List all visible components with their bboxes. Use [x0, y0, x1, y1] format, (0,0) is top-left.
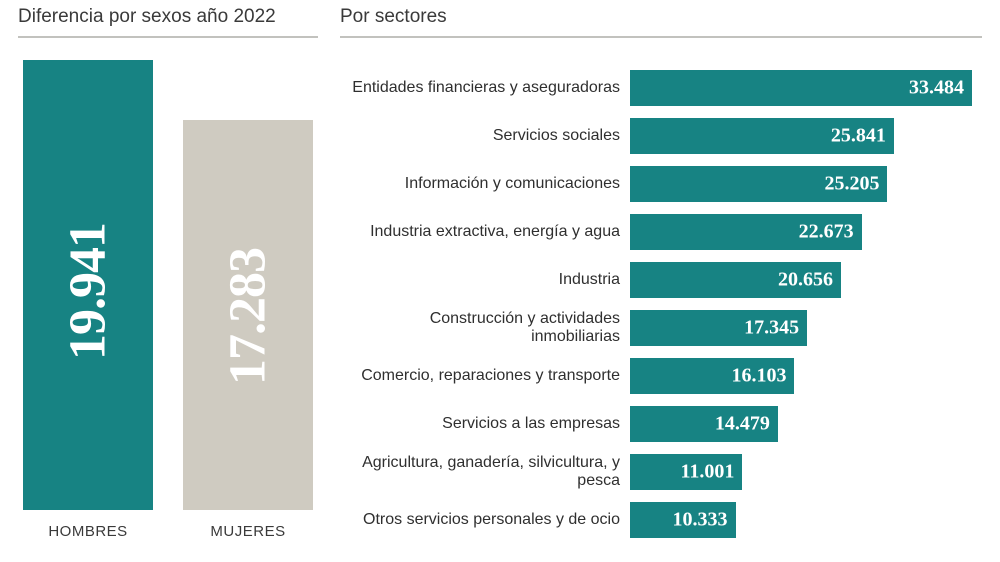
left-panel-title: Diferencia por sexos año 2022 [18, 0, 318, 38]
vertical-bar-label: MUJERES [183, 523, 313, 540]
horizontal-bar-value: 17.345 [744, 317, 799, 340]
horizontal-bar-row: Industria 20.656 [340, 256, 982, 304]
horizontal-bar-track: 14.479 [630, 406, 982, 442]
horizontal-bar-row: Industria extractiva, energía y agua 22.6… [340, 208, 982, 256]
horizontal-bar-track: 33.484 [630, 70, 982, 106]
horizontal-bar-row: Información y comunicaciones 25.205 [340, 160, 982, 208]
vertical-bar: 19.941 [23, 60, 153, 510]
horizontal-bar-label: Industria [340, 271, 630, 289]
horizontal-bar-track: 16.103 [630, 358, 982, 394]
horizontal-bar-value: 25.841 [831, 125, 886, 148]
horizontal-bar-fill: 25.205 [630, 166, 887, 202]
horizontal-bar-label: Construcción y actividades inmobiliarias [340, 310, 630, 347]
vertical-bar-value: 19.941 [59, 223, 118, 360]
horizontal-bar-value: 16.103 [731, 365, 786, 388]
vertical-bar-label: HOMBRES [23, 523, 153, 540]
horizontal-bar-fill: 11.001 [630, 454, 742, 490]
horizontal-bar-label: Entidades financieras y aseguradoras [340, 79, 630, 97]
horizontal-bar-label: Industria extractiva, energía y agua [340, 223, 630, 241]
horizontal-bar-track: 20.656 [630, 262, 982, 298]
horizontal-bar-label: Servicios a las empresas [340, 415, 630, 433]
horizontal-bar-track: 25.205 [630, 166, 982, 202]
horizontal-bar-row: Otros servicios personales y de ocio 10.3… [340, 496, 982, 544]
sectors-panel: Por sectores Entidades financieras y ase… [340, 0, 982, 544]
horizontal-bar-fill: 22.673 [630, 214, 862, 250]
vertical-bar-chart: 19.941 HOMBRES 17.283 MUJERES [18, 60, 318, 540]
horizontal-bar-label: Otros servicios personales y de ocio [340, 511, 630, 529]
horizontal-bar-fill: 14.479 [630, 406, 778, 442]
horizontal-bar-label: Servicios sociales [340, 127, 630, 145]
horizontal-bar-row: Servicios a las empresas 14.479 [340, 400, 982, 448]
horizontal-bar-row: Entidades financieras y aseguradoras 33.4… [340, 64, 982, 112]
horizontal-bar-label: Comercio, reparaciones y transporte [340, 367, 630, 385]
horizontal-bar-row: Agricultura, ganadería, silvicultura, y … [340, 448, 982, 496]
right-panel-title: Por sectores [340, 0, 982, 38]
horizontal-bar-row: Comercio, reparaciones y transporte 16.10… [340, 352, 982, 400]
horizontal-bar-track: 10.333 [630, 502, 982, 538]
horizontal-bar-track: 25.841 [630, 118, 982, 154]
horizontal-bar-fill: 20.656 [630, 262, 841, 298]
horizontal-bar-track: 17.345 [630, 310, 982, 346]
horizontal-bar-value: 11.001 [680, 461, 734, 484]
horizontal-bar-label: Información y comunicaciones [340, 175, 630, 193]
vertical-bar: 17.283 [183, 120, 313, 510]
vertical-bar-value: 17.283 [219, 248, 278, 385]
horizontal-bar-value: 20.656 [778, 269, 833, 292]
horizontal-bar-fill: 17.345 [630, 310, 807, 346]
horizontal-bar-label: Agricultura, ganadería, silvicultura, y … [340, 454, 630, 491]
horizontal-bar-fill: 33.484 [630, 70, 972, 106]
horizontal-bar-fill: 16.103 [630, 358, 794, 394]
horizontal-bar-chart: Entidades financieras y aseguradoras 33.4… [340, 64, 982, 544]
horizontal-bar-track: 22.673 [630, 214, 982, 250]
horizontal-bar-value: 10.333 [673, 509, 728, 532]
horizontal-bar-fill: 10.333 [630, 502, 736, 538]
horizontal-bar-value: 14.479 [715, 413, 770, 436]
horizontal-bar-value: 25.205 [824, 173, 879, 196]
sex-difference-panel: Diferencia por sexos año 2022 19.941 HOMB… [18, 0, 318, 540]
horizontal-bar-row: Construcción y actividades inmobiliarias… [340, 304, 982, 352]
horizontal-bar-fill: 25.841 [630, 118, 894, 154]
horizontal-bar-value: 33.484 [909, 77, 964, 100]
horizontal-bar-track: 11.001 [630, 454, 982, 490]
horizontal-bar-value: 22.673 [799, 221, 854, 244]
horizontal-bar-row: Servicios sociales 25.841 [340, 112, 982, 160]
